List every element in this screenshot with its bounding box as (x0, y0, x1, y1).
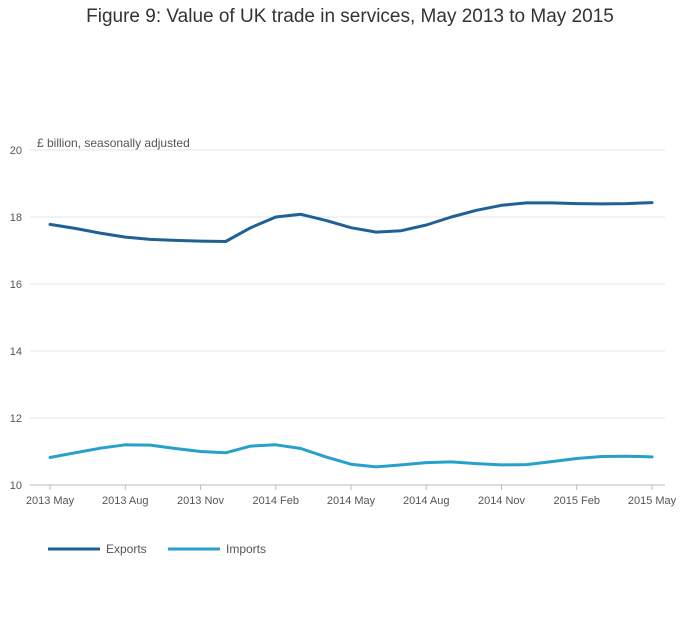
y-tick-label: 14 (10, 346, 22, 358)
y-tick-label: 20 (10, 145, 22, 157)
y-tick-label: 12 (10, 413, 22, 425)
x-axis-ticks: 2013 May 2013 Aug 2013 Nov 2014 Feb 2014 May… (26, 485, 677, 507)
x-tick-label: 2015 Feb (554, 495, 600, 507)
y-tick-label: 16 (10, 279, 22, 291)
x-tick-label: 2015 May (628, 495, 677, 507)
legend: Exports Imports (48, 542, 266, 556)
x-tick-label: 2014 Aug (403, 495, 450, 507)
x-tick-label: 2014 Nov (478, 495, 526, 507)
x-tick-label: 2013 Nov (177, 495, 225, 507)
y-tick-label: 10 (10, 480, 22, 492)
y-axis-label: £ billion, seasonally adjusted (37, 136, 190, 150)
chart-title: Figure 9: Value of UK trade in services,… (86, 6, 614, 27)
series-line-exports (48, 201, 654, 243)
legend-label-imports: Imports (226, 542, 266, 556)
series-line-imports (48, 443, 654, 469)
x-tick-label: 2014 May (327, 495, 376, 507)
x-tick-label: 2013 May (26, 495, 75, 507)
y-axis-ticks: 10 12 14 16 18 20 (10, 145, 22, 492)
gridlines (30, 149, 665, 486)
legend-label-exports: Exports (106, 542, 147, 556)
y-tick-label: 18 (10, 212, 22, 224)
x-tick-label: 2014 Feb (253, 495, 299, 507)
series-lines (48, 201, 654, 469)
x-tick-label: 2013 Aug (102, 495, 149, 507)
